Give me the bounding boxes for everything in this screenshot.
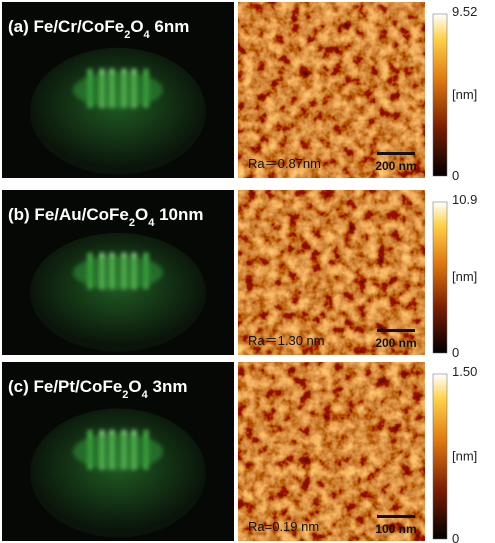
colorbar [433,14,447,176]
scale-bar [377,515,415,518]
scale-bar-label: 200 nm [375,159,416,173]
colorbar-unit: [nm] [452,448,477,463]
scale-bar-label: 100 nm [375,522,416,536]
label-part: (b) Fe/Au/CoFe [8,205,129,224]
rheed-screen [30,409,206,538]
colorbar-min: 0 [452,168,459,183]
roughness: Ra＝0.87nm [248,156,321,171]
label-part: 6nm [150,17,190,36]
colorbar-max: 9.52 [452,4,477,19]
colorbar-unit: [nm] [452,269,477,284]
roughness: Ra＝1.30 nm [248,333,325,348]
scale-bar [377,329,415,332]
streak-glow [73,434,163,470]
rheed-screen [30,233,206,352]
colorbar-max: 10.9 [452,192,477,207]
streak-glow [73,256,163,289]
colorbar [433,374,447,539]
scale-bar-label: 200 nm [375,336,416,350]
figure: (a) Fe/Cr/CoFe2O4 6nmRa＝0.87nm200 nm9.52… [0,0,495,543]
label-part: O [130,17,143,36]
afm-image [238,2,425,178]
colorbar-min: 0 [452,345,459,360]
roughness: Ra=0.19 nm [248,519,319,534]
colorbar-max: 1.50 [452,364,477,379]
afm-image [238,362,425,541]
colorbar [433,202,447,353]
streak-glow [73,72,163,107]
label-part: 3nm [148,377,188,396]
colorbar-min: 0 [452,531,459,543]
label-part: O [128,377,141,396]
label-part: 10nm [154,205,203,224]
label-part: (c) Fe/Pt/CoFe [8,377,122,396]
label-part: (a) Fe/Cr/CoFe [8,17,124,36]
label-part: O [135,205,148,224]
colorbar-unit: [nm] [452,87,477,102]
rheed-screen [30,48,206,175]
scale-bar [377,152,415,155]
